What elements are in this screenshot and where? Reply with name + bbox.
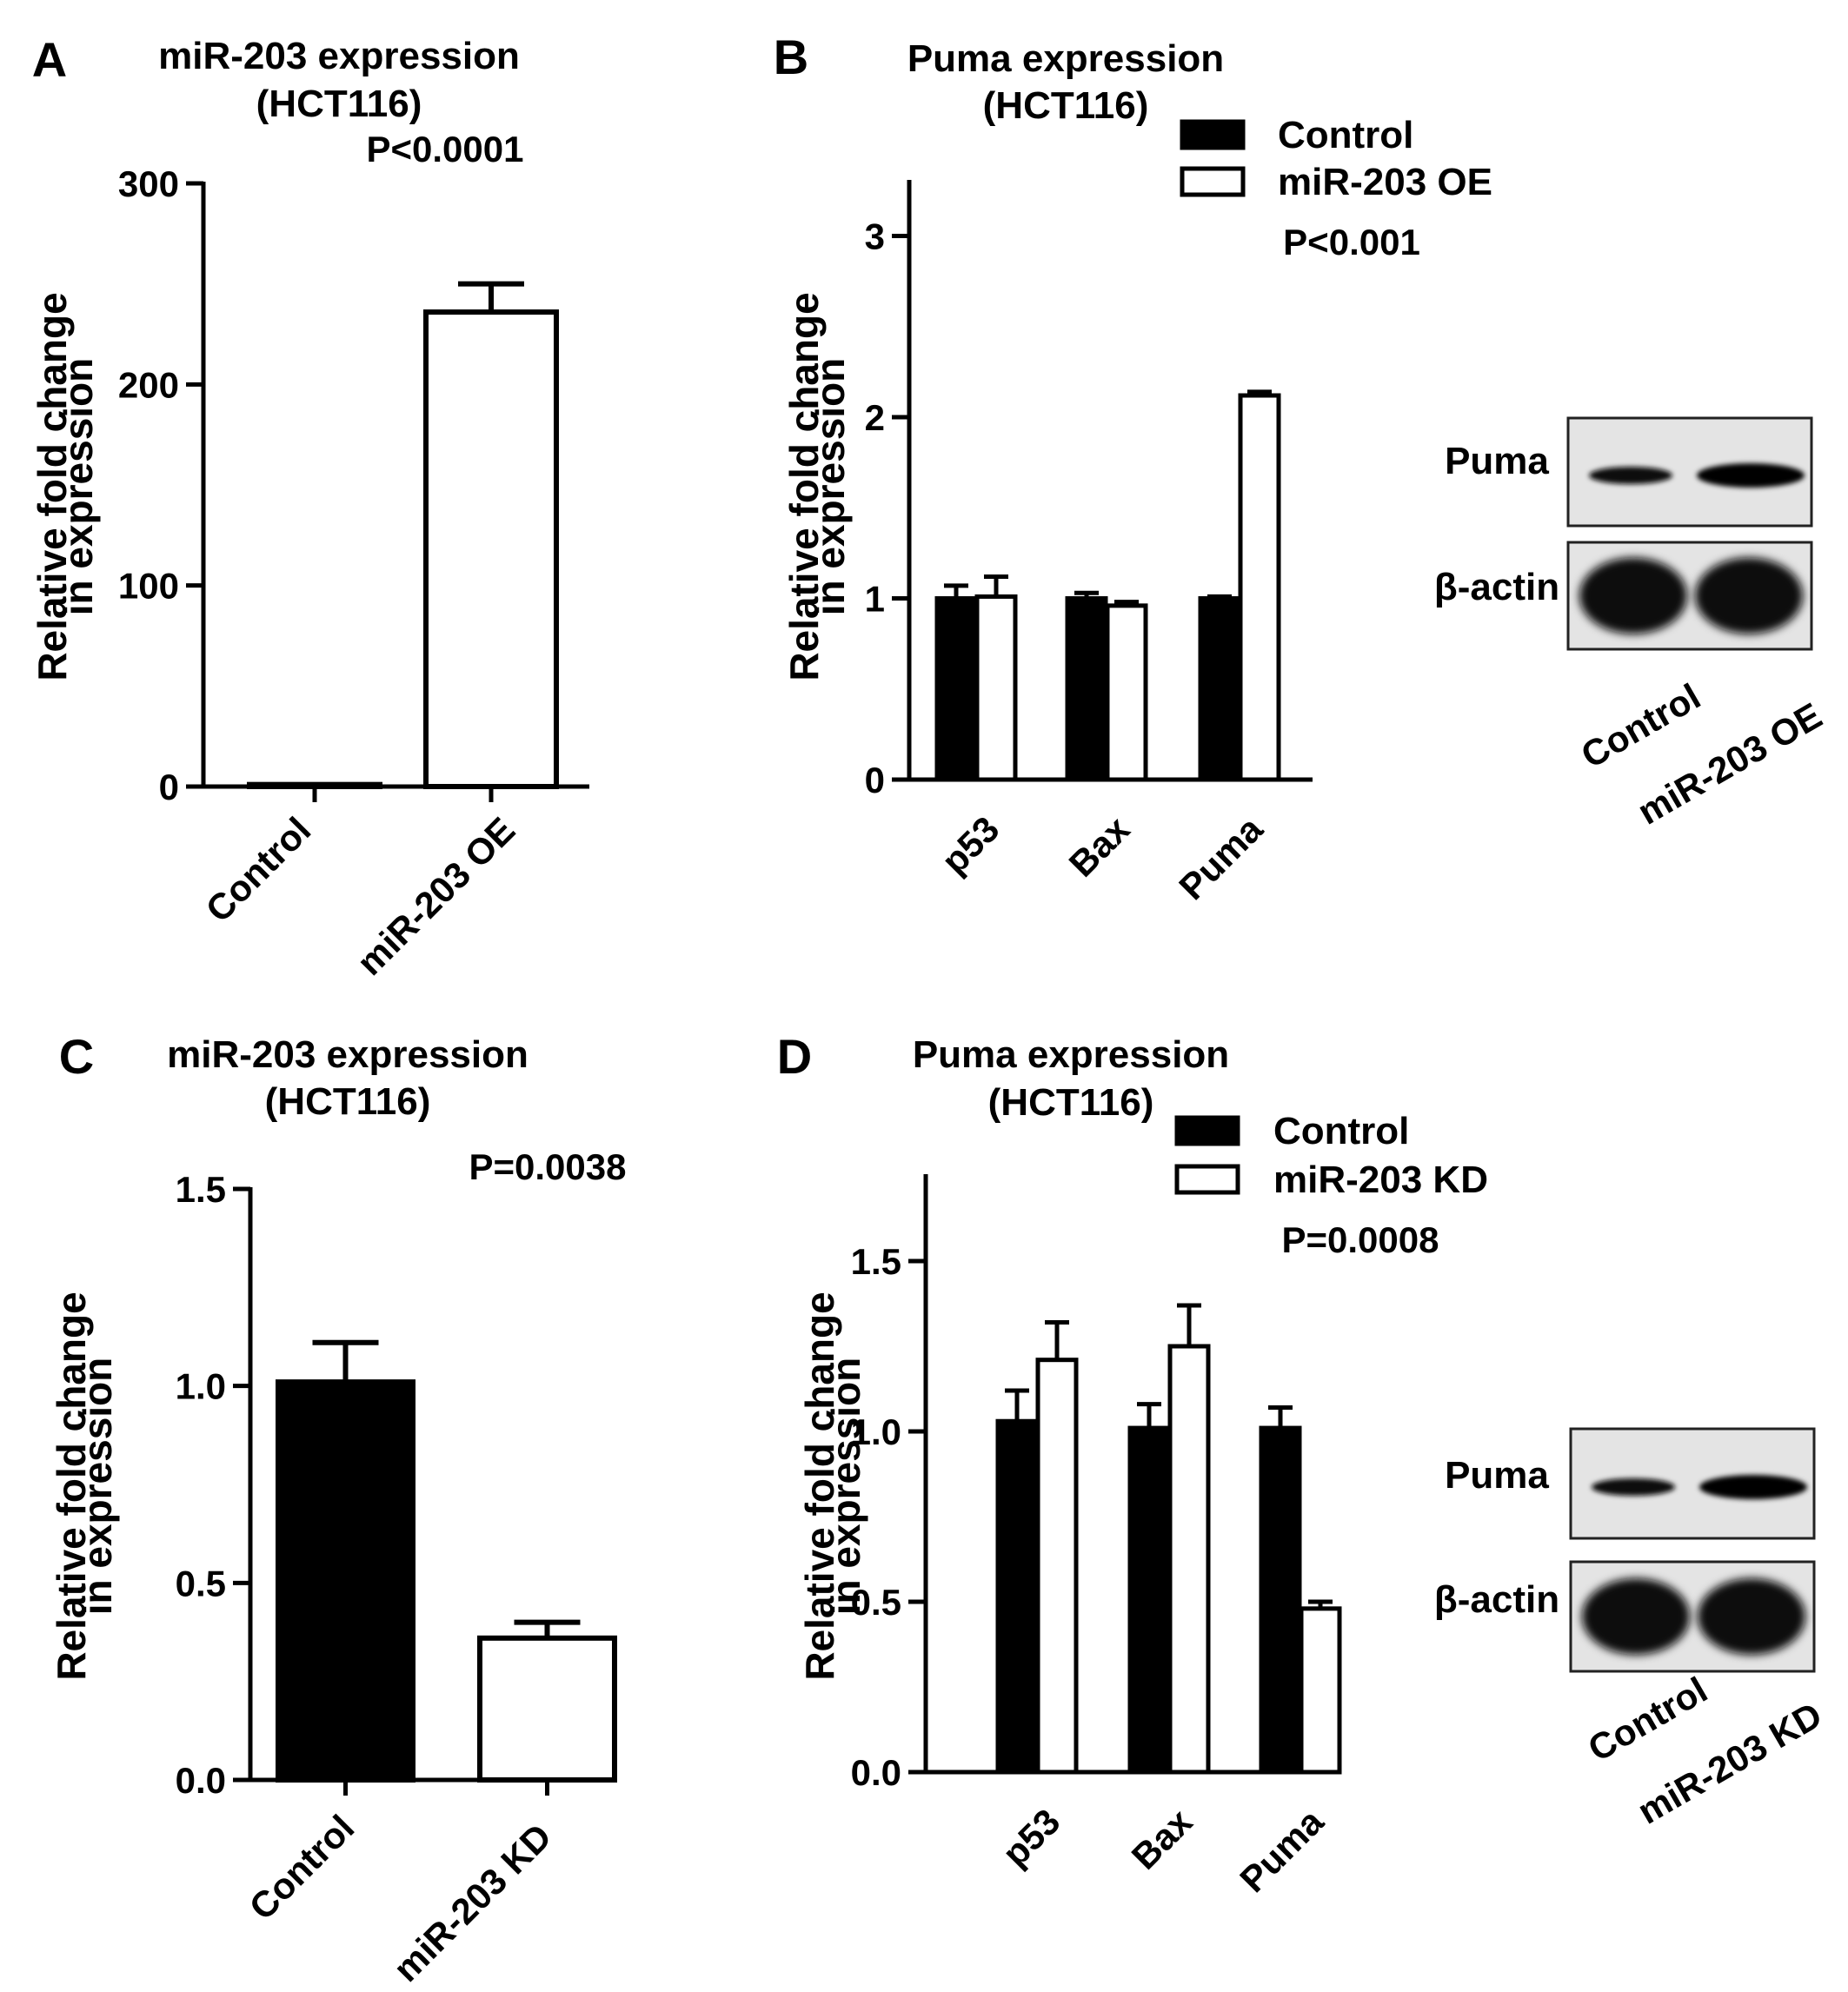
blot-band xyxy=(1582,1578,1690,1655)
bar-mir-203-oe xyxy=(1238,393,1281,782)
p-value-annotation: P<0.0001 xyxy=(366,129,523,169)
panel-letter: A xyxy=(32,32,67,87)
blot-band xyxy=(1699,1475,1807,1499)
legend-label: Control xyxy=(1278,114,1413,156)
p-value-annotation: P=0.0038 xyxy=(469,1146,626,1187)
bar-mir-203-kd xyxy=(1035,1358,1079,1775)
blot-row-label: Puma xyxy=(1445,440,1549,482)
legend-swatch xyxy=(1180,119,1246,150)
x-tick-label: Control xyxy=(242,1807,362,1928)
bar xyxy=(247,781,382,789)
y-axis-label: in expression xyxy=(56,358,101,616)
bar xyxy=(276,1379,415,1783)
x-tick-label: p53 xyxy=(994,1801,1067,1874)
bar xyxy=(423,309,559,789)
y-axis-label: Relative fold change xyxy=(30,292,75,681)
y-tick-label: 1.5 xyxy=(851,1241,901,1282)
panel-letter: D xyxy=(777,1029,812,1084)
bar-control xyxy=(934,596,978,782)
y-tick-label: 200 xyxy=(118,364,179,405)
blot-lane-label: Control xyxy=(1581,1669,1714,1769)
bar-control xyxy=(1065,596,1108,782)
legend-swatch xyxy=(1174,1164,1240,1195)
chart-subtitle: (HCT116) xyxy=(988,1081,1154,1124)
bar-control xyxy=(1198,596,1241,782)
bar xyxy=(477,1635,617,1783)
panel-letter: B xyxy=(774,30,808,84)
y-tick-label: 0.0 xyxy=(176,1760,226,1801)
x-tick-label: Bax xyxy=(1124,1801,1200,1877)
x-tick-label: Control xyxy=(198,809,319,930)
x-tick-label: p53 xyxy=(934,808,1007,881)
y-tick-label: 0 xyxy=(159,767,179,807)
blot-row-label: Puma xyxy=(1445,1454,1549,1497)
legend-label: miR-203 KD xyxy=(1273,1159,1488,1201)
panel-letter: C xyxy=(59,1029,94,1084)
chart-title: Puma expression xyxy=(913,1033,1229,1076)
chart-subtitle: (HCT116) xyxy=(983,84,1149,127)
blot-row-label: β-actin xyxy=(1434,566,1559,608)
y-tick-label: 3 xyxy=(865,216,885,257)
bar-mir-203-oe xyxy=(974,594,1018,782)
y-tick-label: 0.0 xyxy=(851,1752,901,1793)
y-axis-label: in expression xyxy=(808,358,853,616)
bar-control xyxy=(995,1418,1039,1775)
y-axis-label: in expression xyxy=(823,1358,868,1616)
panel-d: D Puma expression (HCT116) P=0.0008 Relative… xyxy=(777,1029,1829,1900)
blot-lane-label: Control xyxy=(1574,675,1707,775)
y-tick-label: 300 xyxy=(118,163,179,204)
y-tick-label: 0.5 xyxy=(851,1582,901,1623)
p-value-annotation: P<0.001 xyxy=(1283,222,1420,262)
bar-control xyxy=(1127,1425,1171,1775)
legend-label: Control xyxy=(1273,1110,1409,1152)
x-tick-label: Bax xyxy=(1061,808,1138,885)
blot-band xyxy=(1697,463,1805,488)
legend-swatch xyxy=(1174,1115,1240,1146)
y-tick-label: 1.0 xyxy=(851,1411,901,1452)
y-axis-label: Relative fold change xyxy=(797,1291,842,1680)
y-axis-label: in expression xyxy=(75,1358,120,1616)
legend-label: miR-203 OE xyxy=(1278,161,1492,203)
chart-title: miR-203 expression xyxy=(158,35,520,77)
chart-subtitle: (HCT116) xyxy=(265,1080,431,1123)
bar-mir-203-kd xyxy=(1299,1606,1342,1775)
y-tick-label: 2 xyxy=(865,397,885,438)
chart-subtitle: (HCT116) xyxy=(256,83,422,125)
x-tick-label: Puma xyxy=(1232,1801,1332,1901)
y-axis-label: Relative fold change xyxy=(49,1291,94,1680)
legend-swatch xyxy=(1180,166,1246,197)
x-tick-label: miR-203 KD xyxy=(385,1816,559,1989)
blot-band xyxy=(1695,557,1803,634)
chart-title: miR-203 expression xyxy=(167,1033,528,1076)
chart-title: Puma expression xyxy=(907,37,1224,80)
bar-control xyxy=(1259,1425,1302,1775)
y-tick-label: 0 xyxy=(865,760,885,800)
bar-mir-203-oe xyxy=(1105,603,1148,782)
y-tick-label: 100 xyxy=(118,566,179,607)
x-tick-label: Puma xyxy=(1171,808,1271,908)
x-tick-label: miR-203 OE xyxy=(349,809,522,983)
p-value-annotation: P=0.0008 xyxy=(1281,1219,1439,1260)
blot-band xyxy=(1592,1478,1675,1496)
y-tick-label: 1 xyxy=(865,579,885,620)
blot-band xyxy=(1698,1578,1805,1655)
y-tick-label: 1.5 xyxy=(176,1169,226,1210)
blot-row-label: β-actin xyxy=(1434,1578,1559,1621)
bar-mir-203-kd xyxy=(1167,1344,1211,1775)
blot-band xyxy=(1589,467,1672,484)
y-tick-label: 1.0 xyxy=(176,1366,226,1407)
y-tick-label: 0.5 xyxy=(176,1563,226,1604)
panel-b: B Puma expression(HCT116) P<0.001 Relative … xyxy=(774,30,1829,907)
blot-band xyxy=(1579,557,1687,634)
y-axis-label: Relative fold change xyxy=(781,292,827,681)
